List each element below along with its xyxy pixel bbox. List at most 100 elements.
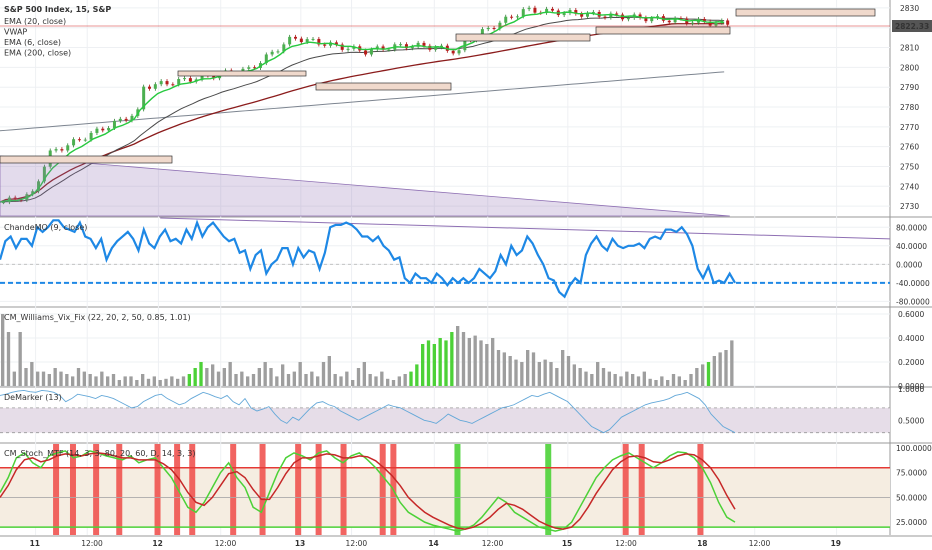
candle-body [142,86,146,110]
candle-body [118,118,122,121]
price-tick-label: 2810 [900,44,919,53]
candle-body [101,128,105,131]
vix-bar [450,332,454,386]
demarker-band [0,407,890,433]
candle-body [159,81,163,85]
vix-bar [619,376,623,386]
candle-body [77,139,81,141]
candle-body [580,13,584,17]
vix-bar [596,362,600,386]
vix-bar [117,380,121,386]
x-axis-label: 12:00 [615,539,637,548]
price-zone-box [177,70,307,77]
vix-bar [327,356,331,386]
cmo-title: ChandeMO (9, close) [4,223,87,232]
vix-bar [543,359,547,386]
x-axis-label: 11 [30,539,40,548]
vix-bar [36,371,40,386]
vix-bar [409,371,413,386]
candle-body [299,38,303,43]
stoch-tick-label: 100.0000 [896,444,932,453]
vix-bar [193,368,197,386]
indicator-legend-item: EMA (20, close) [4,17,66,26]
vix-bar [502,352,506,386]
vix-bar [467,338,471,386]
candle-body [247,67,251,69]
vix-bar [590,374,594,386]
vix-bar [526,350,530,386]
vix-bar [205,368,209,386]
stoch-signal-bar-red [622,444,629,535]
price-tick-label: 2790 [900,83,919,92]
vix-bar [257,368,261,386]
vix-bar [426,340,431,386]
vix-bar [281,364,285,386]
x-axis-label: 15 [562,539,572,548]
vix-bar [146,378,151,386]
price-zone-box [455,33,591,42]
vix-bar [438,338,442,386]
vix-bar [316,376,320,386]
vix-bar [403,374,407,386]
vix-bar [724,350,728,386]
stoch-signal-bar-red [154,444,161,535]
vix-bar [211,364,215,386]
stoch-signal-bar-green [454,444,461,535]
vix-bar [485,344,489,386]
candle-body [440,45,443,48]
vix-bar [170,376,174,386]
candle-body [42,166,46,182]
candle-body [638,14,642,18]
vix-bar [613,374,617,386]
chart-symbol-title: S&P 500 Index, 15, S&P [4,5,111,14]
x-axis-label: 12:00 [482,539,504,548]
candle-body [2,202,5,204]
price-zone-box [315,82,452,91]
vix-bar [374,376,378,386]
stoch-k-line [0,450,736,532]
candle-body [60,149,64,151]
vix-bar [234,374,238,386]
vix-bar [549,362,553,386]
vix-bar [321,362,326,386]
stoch-signal-bar-red [53,444,60,535]
candle-body [282,44,286,52]
vix-bar [30,362,34,386]
vix-tick-label: 0.0000 [898,382,924,391]
vix-bar [666,380,670,386]
candle-body [504,16,508,23]
vix-bar [508,356,512,386]
candle-body [264,54,268,64]
vix-bar [701,364,705,386]
stoch-signal-bar-red [697,444,704,535]
vix-bar [187,374,191,386]
candle-body [726,20,730,25]
vix-bar [216,371,221,386]
candle-body [311,38,315,40]
vix-bar [24,368,28,386]
candle-body [626,17,630,20]
candle-body [95,128,99,133]
trend-zone-triangle [0,155,730,217]
vix-bar [683,380,687,386]
indicator-legend-item: VWAP [4,28,27,37]
vix-bar [677,376,681,386]
candle-body [381,46,385,50]
candle-body [294,36,297,39]
stoch-signal-bar-red [379,444,386,535]
candle-body [410,46,414,49]
candle-body [545,8,549,13]
vix-bar [584,371,588,386]
candle-body [515,16,519,18]
vix-bar [491,338,495,386]
vix-bar [246,376,250,386]
cmo-line [0,219,736,299]
vix-bar [263,362,267,386]
vix-bar [135,380,139,386]
candle-body [603,16,607,18]
vix-bar [59,371,63,386]
candle-body [54,149,58,151]
vix-bar [444,340,448,386]
vix-bar [718,352,722,386]
candle-body [124,118,128,121]
